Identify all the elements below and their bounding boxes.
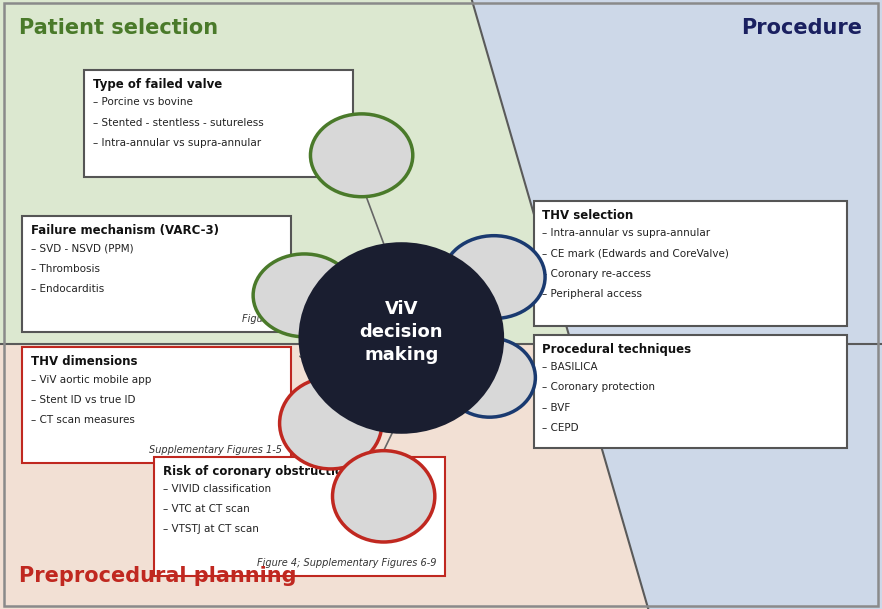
Text: – CEPD: – CEPD	[542, 423, 579, 432]
Text: – Coronary protection: – Coronary protection	[542, 382, 655, 392]
FancyBboxPatch shape	[22, 216, 291, 332]
Text: Procedure: Procedure	[742, 18, 863, 38]
Text: – ViV aortic mobile app: – ViV aortic mobile app	[31, 375, 151, 384]
Text: Figure 4; Supplementary Figures 6-9: Figure 4; Supplementary Figures 6-9	[257, 558, 437, 568]
Text: – BASILICA: – BASILICA	[542, 362, 598, 372]
Text: Supplementary Figures 1-5: Supplementary Figures 1-5	[149, 445, 282, 455]
Text: – VTC at CT scan: – VTC at CT scan	[163, 504, 250, 514]
Text: – Stented - stentless - sutureless: – Stented - stentless - sutureless	[93, 118, 264, 127]
Text: – CE mark (Edwards and CoreValve): – CE mark (Edwards and CoreValve)	[542, 248, 729, 258]
Text: – Intra-annular vs supra-annular: – Intra-annular vs supra-annular	[542, 228, 711, 238]
Ellipse shape	[333, 451, 435, 542]
Text: – Intra-annular vs supra-annular: – Intra-annular vs supra-annular	[93, 138, 261, 147]
Text: – Endocarditis: – Endocarditis	[31, 284, 104, 294]
Text: Type of failed valve: Type of failed valve	[93, 78, 222, 91]
Text: Preprocedural planning: Preprocedural planning	[19, 566, 297, 586]
Text: – VIVID classification: – VIVID classification	[163, 484, 272, 494]
Text: – Porcine vs bovine: – Porcine vs bovine	[93, 97, 192, 107]
Text: THV dimensions: THV dimensions	[31, 355, 138, 368]
FancyBboxPatch shape	[154, 457, 445, 576]
Polygon shape	[572, 344, 882, 609]
Text: Failure mechanism (VARC-3): Failure mechanism (VARC-3)	[31, 224, 219, 237]
Text: – Thrombosis: – Thrombosis	[31, 264, 100, 273]
Text: Patient selection: Patient selection	[19, 18, 219, 38]
Text: – Stent ID vs true ID: – Stent ID vs true ID	[31, 395, 135, 404]
Text: Figure 1: Figure 1	[243, 314, 282, 324]
FancyBboxPatch shape	[534, 335, 847, 448]
Text: THV selection: THV selection	[542, 209, 633, 222]
Polygon shape	[472, 0, 882, 344]
Text: – Coronary re-access: – Coronary re-access	[542, 269, 652, 278]
Ellipse shape	[280, 378, 382, 469]
Polygon shape	[0, 344, 648, 609]
Text: ViV
decision
making: ViV decision making	[360, 300, 443, 364]
Text: – SVD - NSVD (PPM): – SVD - NSVD (PPM)	[31, 244, 133, 253]
Text: – BVF: – BVF	[542, 403, 571, 412]
FancyBboxPatch shape	[22, 347, 291, 463]
Ellipse shape	[443, 236, 545, 319]
Text: – Peripheral access: – Peripheral access	[542, 289, 642, 298]
FancyBboxPatch shape	[84, 70, 353, 177]
Text: Procedural techniques: Procedural techniques	[542, 343, 691, 356]
Ellipse shape	[253, 254, 355, 337]
Text: – CT scan measures: – CT scan measures	[31, 415, 135, 424]
Ellipse shape	[310, 114, 413, 197]
FancyBboxPatch shape	[534, 201, 847, 326]
Ellipse shape	[300, 244, 503, 432]
Ellipse shape	[444, 338, 535, 417]
Text: Risk of coronary obstruction: Risk of coronary obstruction	[163, 465, 352, 477]
Polygon shape	[0, 0, 572, 344]
Text: – VTSTJ at CT scan: – VTSTJ at CT scan	[163, 524, 259, 534]
